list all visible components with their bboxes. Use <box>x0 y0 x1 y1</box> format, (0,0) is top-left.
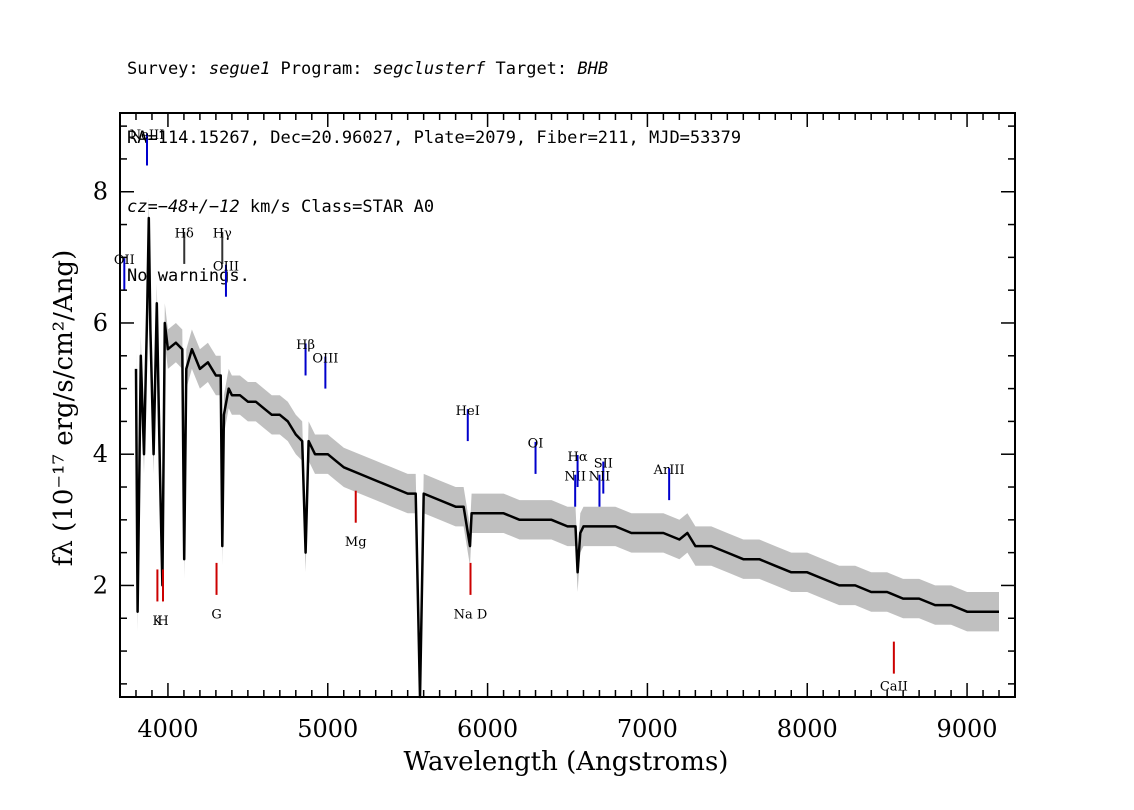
spectral-line-label: SII <box>594 456 613 471</box>
spectral-line-label: NII <box>589 469 611 484</box>
spectral-line-label: Hγ <box>213 227 232 242</box>
y-tick-label: 6 <box>93 309 108 337</box>
survey-value: segue1 <box>208 59 271 79</box>
spectral-line-label: OIII <box>213 259 239 274</box>
spectral-line-label: Mg <box>345 535 367 550</box>
y-tick-label: 8 <box>93 178 108 206</box>
error-band <box>136 198 999 698</box>
spectral-line-label: Na D <box>454 607 488 622</box>
x-tick-label: 8000 <box>777 715 838 743</box>
spectral-line-label: OII <box>114 253 135 268</box>
spectral-line-label: ArIII <box>653 463 685 478</box>
x-tick-label: 6000 <box>457 715 518 743</box>
survey-label: Survey: <box>127 59 209 79</box>
spectral-line-label: HeI <box>456 404 480 419</box>
y-axis-title: fλ (10⁻¹⁷ erg/s/cm²/Ang) <box>49 250 79 566</box>
x-tick-label: 9000 <box>937 715 998 743</box>
redshift-value: cz=−48+/−12 <box>127 197 240 217</box>
program-label: Program: <box>270 59 373 79</box>
header-line-2: RA=114.15267, Dec=20.96027, Plate=2079, … <box>127 128 742 148</box>
y-tick-label: 2 <box>93 571 108 599</box>
spectral-line-label: OIII <box>312 351 338 366</box>
spectral-line-label: Hδ <box>175 227 194 242</box>
header-line-3: cz=−48+/−12 km/s Class=STAR A0 <box>127 196 741 219</box>
target-label: Target: <box>485 59 578 79</box>
spectral-line-label: Hβ <box>296 338 315 353</box>
header-line-1: Survey: segue1 Program: segclusterf Targ… <box>127 58 741 81</box>
y-tick-label: 4 <box>93 440 108 468</box>
x-tick-label: 7000 <box>617 715 678 743</box>
x-tick-label: 5000 <box>297 715 358 743</box>
spectral-line-label: H <box>157 614 168 629</box>
spectral-line-label: G <box>211 607 221 622</box>
flux-line <box>134 216 999 699</box>
spectral-line-label: NII <box>564 469 586 484</box>
class-text: km/s Class=STAR A0 <box>239 197 435 217</box>
spectrum-header: Survey: segue1 Program: segclusterf Targ… <box>127 12 741 311</box>
spectral-line-label: Hα <box>568 450 588 465</box>
spectral-line-label: K <box>153 614 163 629</box>
program-value: segclusterf <box>372 59 486 79</box>
x-tick-label: 4000 <box>137 715 198 743</box>
x-axis-title: Wavelength (Angstroms) <box>404 747 729 777</box>
spectral-line-label: NeIII <box>130 128 164 143</box>
spectral-line-label: OI <box>528 437 544 452</box>
target-value: BHB <box>577 59 609 79</box>
